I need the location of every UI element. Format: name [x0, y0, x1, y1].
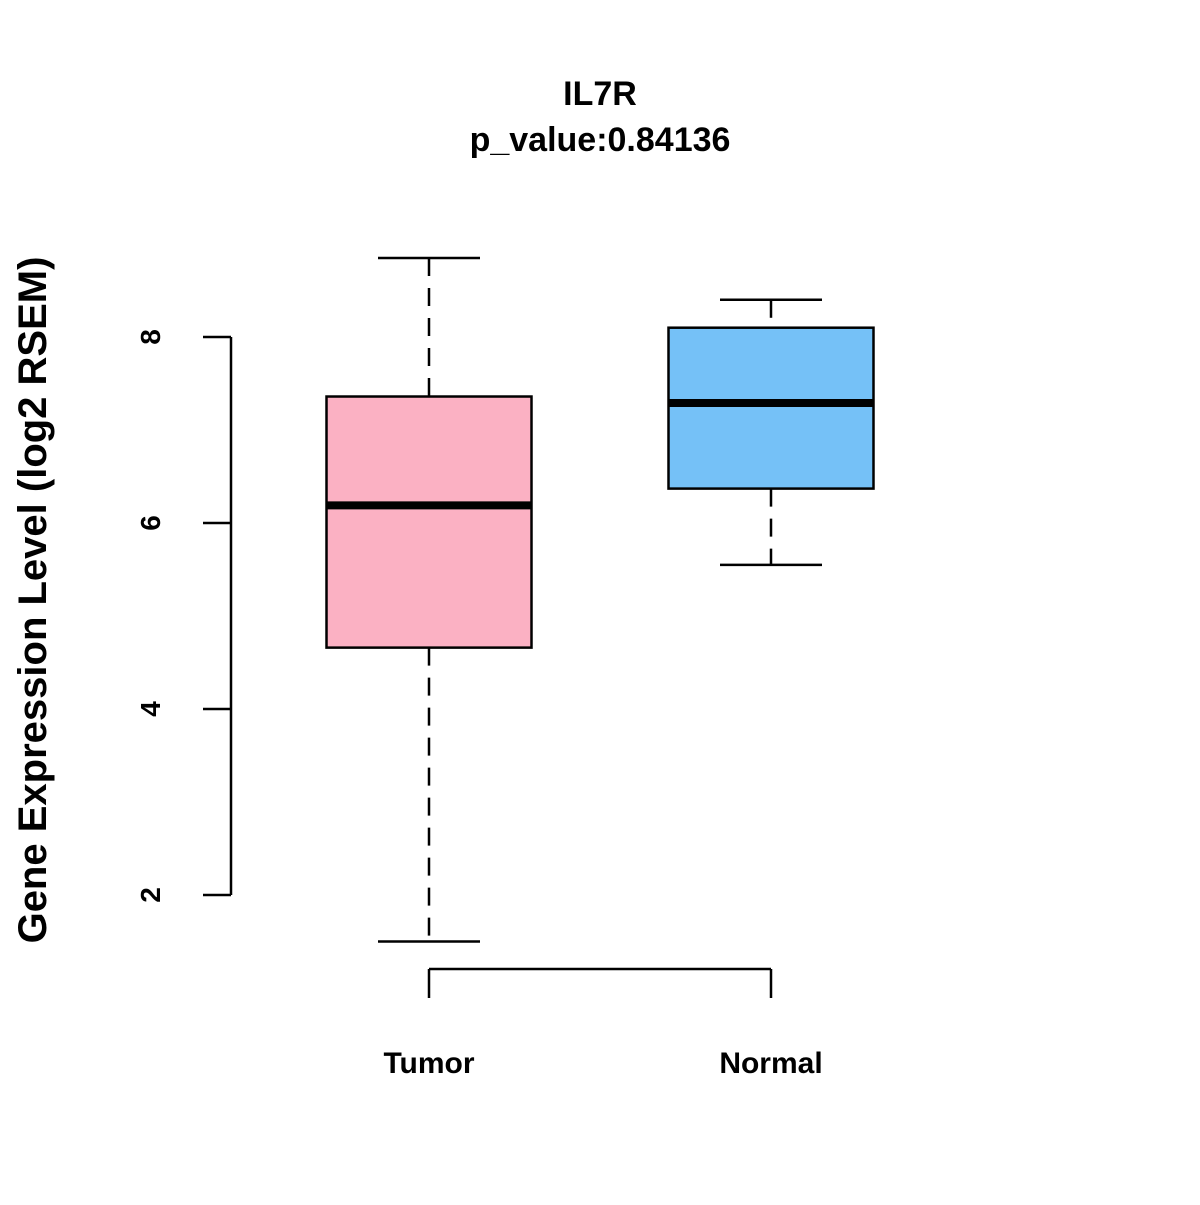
box-tumor — [325, 256, 533, 943]
y-tick-label: 4 — [135, 701, 166, 717]
x-tick-label: Tumor — [383, 1047, 474, 1080]
boxes — [325, 256, 875, 943]
iqr-box — [325, 395, 533, 649]
y-tick-label: 8 — [135, 329, 166, 345]
chart-title: IL7R — [563, 75, 637, 113]
chart-subtitle: p_value:0.84136 — [470, 121, 731, 159]
y-tick-label: 2 — [135, 887, 166, 903]
y-tick-label: 6 — [135, 515, 166, 531]
x-tick-label: Normal — [719, 1047, 822, 1080]
x-axis: Tumor Normal — [383, 967, 823, 1080]
y-axis: 2 4 6 8 — [135, 329, 233, 903]
y-axis-label: Gene Expression Level (log2 RSEM) — [11, 257, 55, 944]
box-normal — [667, 298, 875, 567]
iqr-box — [667, 326, 875, 490]
